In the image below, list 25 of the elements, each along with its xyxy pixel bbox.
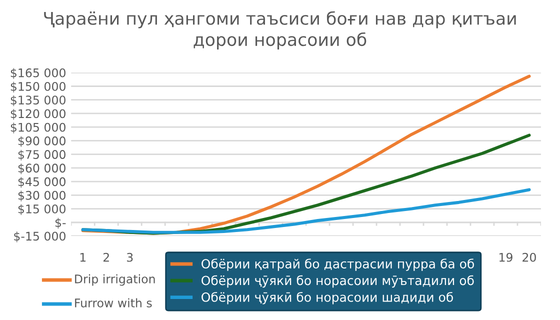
y-tick-label: $30 000 bbox=[18, 190, 66, 202]
x-tick-label: 20 bbox=[522, 252, 536, 262]
x-tick-label: 19 bbox=[500, 252, 512, 262]
legend-label: Обёрии ҷӯякӣ бо норасоии шадиди об bbox=[202, 292, 453, 304]
text: Drip irrigation bbox=[75, 274, 155, 286]
y-tick-label: $150 000 bbox=[10, 82, 66, 92]
y-tick-label: $105 000 bbox=[10, 122, 66, 134]
y-tick-label: $135 000 bbox=[10, 95, 66, 106]
line-series bbox=[81, 188, 531, 234]
text: Furrow with s bbox=[75, 298, 152, 308]
y-tick-label: $15 000 bbox=[18, 204, 66, 215]
y-tick-label: $45 000 bbox=[18, 177, 66, 188]
y-tick-label: $-15 000 bbox=[14, 232, 66, 242]
x-tick-label: 3 bbox=[126, 252, 133, 262]
y-tick-label: $165 000 bbox=[10, 68, 66, 79]
y-tick-label: $75 000 bbox=[18, 150, 66, 161]
x-tick-label: 1 bbox=[80, 253, 86, 262]
legend-label: Обёрии қатрай бо дастрасии пурра ба об bbox=[202, 258, 474, 271]
y-tick-label: $60 000 bbox=[18, 163, 66, 174]
chart-title: Ҷараёни пул ҳангоми таъсиси боғи нав дар қитъаи дорои норасоии об bbox=[44, 11, 516, 50]
y-tick-label: $120 000 bbox=[10, 108, 66, 120]
y-tick-label: $- bbox=[55, 218, 66, 229]
x-tick-label: 2 bbox=[103, 252, 109, 262]
y-tick-label: $90 000 bbox=[18, 136, 66, 147]
legend-label: Обёрии ҷӯякӣ бо норасоии мӯътадили об bbox=[202, 275, 474, 288]
